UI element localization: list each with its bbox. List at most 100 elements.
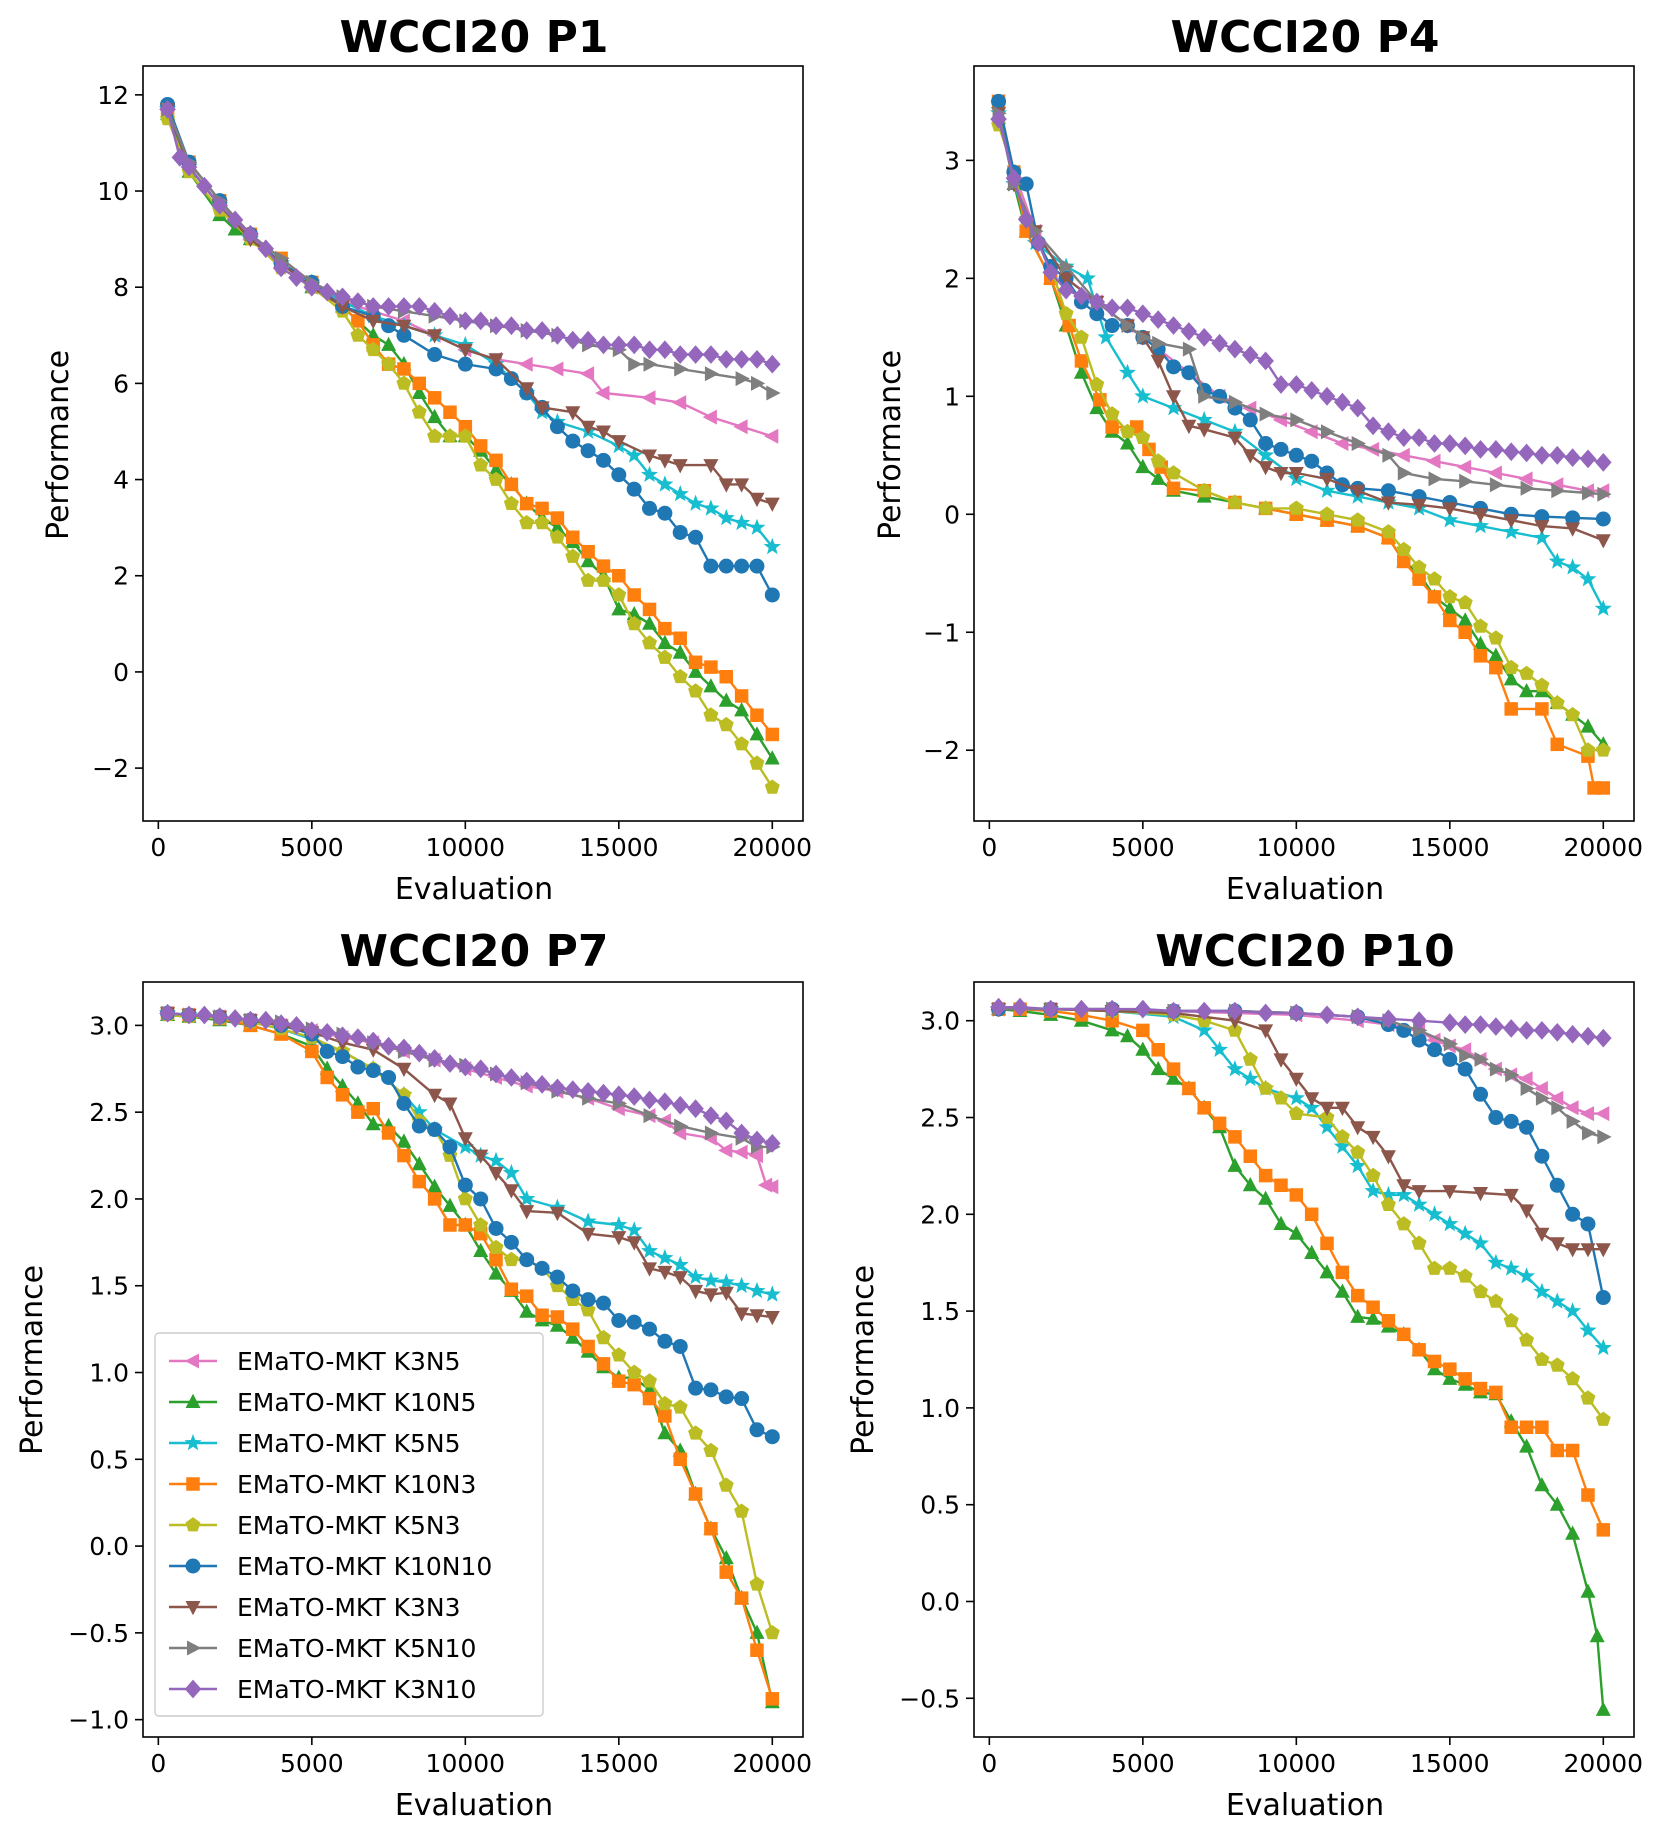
y-tick-label: 3.0 <box>89 1011 129 1040</box>
data-point-k3n10 <box>595 1083 612 1103</box>
data-point-k5n3 <box>1457 594 1473 610</box>
data-point-k5n5 <box>1165 399 1183 416</box>
data-point-k3n10 <box>1211 333 1228 353</box>
data-point-k10n3 <box>1473 1381 1488 1396</box>
data-point-k3n10 <box>1487 1017 1505 1036</box>
data-point-k5n3 <box>1227 494 1243 509</box>
data-point-k3n10 <box>441 1054 459 1073</box>
data-point-k10n5 <box>1258 1190 1274 1205</box>
data-point-k3n10 <box>487 1064 505 1084</box>
data-point-k3n10 <box>1257 1003 1274 1023</box>
data-point-k10n10 <box>565 1283 581 1299</box>
data-point-k10n3 <box>1581 1488 1595 1502</box>
data-point-k3n10 <box>1564 1024 1581 1044</box>
y-axis-label: Performance <box>873 350 908 540</box>
data-point-k5n3 <box>1411 1235 1427 1250</box>
data-point-k10n5 <box>488 461 504 476</box>
legend-marker-k3n10 <box>184 1679 202 1699</box>
data-point-k5n3 <box>1380 524 1396 539</box>
data-point-k5n5 <box>733 1276 751 1293</box>
data-point-k10n5 <box>519 1303 535 1318</box>
data-point-k10n3 <box>535 1308 549 1322</box>
data-point-k3n3 <box>734 478 750 493</box>
data-point-k5n5 <box>1579 1321 1597 1338</box>
data-point-k5n5 <box>717 1273 735 1290</box>
data-point-k3n10 <box>1441 434 1459 453</box>
x-tick-label: 15000 <box>1410 833 1490 862</box>
data-point-k5n3 <box>1058 305 1074 321</box>
data-point-k3n10 <box>564 1080 581 1099</box>
data-point-k3n10 <box>1487 440 1505 459</box>
data-point-k5n10 <box>1351 436 1366 451</box>
data-point-k3n10 <box>288 1016 305 1035</box>
y-tick-label: 1.5 <box>920 1297 960 1326</box>
data-point-k5n3 <box>596 572 611 587</box>
data-point-k3n10 <box>1579 1026 1597 1046</box>
data-point-k10n10 <box>1580 1216 1596 1232</box>
legend-item: EMaTO-MKT K10N10 <box>169 1552 492 1581</box>
data-point-k3n3 <box>1288 1072 1304 1087</box>
data-point-k3n10 <box>1579 449 1597 469</box>
data-point-k3n10 <box>1103 298 1121 318</box>
data-point-k10n5 <box>734 702 750 717</box>
data-point-k5n3 <box>1227 1022 1243 1037</box>
data-point-k3n3 <box>1273 1053 1289 1068</box>
data-point-k10n5 <box>488 1265 504 1280</box>
data-point-k3n10 <box>748 350 766 369</box>
data-point-k5n5 <box>656 475 674 492</box>
legend-item: EMaTO-MKT K10N5 <box>169 1388 476 1417</box>
data-point-k3n10 <box>687 1099 704 1119</box>
data-point-k5n3 <box>1534 1351 1550 1366</box>
data-point-k3n3 <box>1580 1243 1596 1258</box>
data-point-k5n5 <box>1333 1137 1351 1154</box>
data-point-k10n3 <box>642 602 657 617</box>
legend-label: EMaTO-MKT K10N3 <box>237 1470 476 1499</box>
data-point-k5n10 <box>674 361 689 377</box>
data-point-k10n10 <box>1288 447 1304 463</box>
data-point-k3n10 <box>1196 328 1213 347</box>
data-point-k5n5 <box>1425 1205 1443 1222</box>
data-point-k3n3 <box>1258 1024 1274 1039</box>
y-tick-label: 2.0 <box>89 1185 129 1214</box>
data-point-k10n10 <box>1304 453 1320 469</box>
data-point-k5n5 <box>1410 1195 1428 1212</box>
data-point-k10n5 <box>1365 1310 1381 1325</box>
data-point-k3n3 <box>534 401 550 416</box>
data-point-k3n3 <box>688 1284 704 1300</box>
data-point-k3n10 <box>1288 1003 1305 1023</box>
data-point-k3n3 <box>657 1265 673 1281</box>
x-axis-label: Evaluation <box>395 872 553 907</box>
data-point-k10n3 <box>473 439 488 453</box>
x-tick-label: 20000 <box>1564 833 1644 862</box>
plot-area <box>159 96 781 794</box>
legend-label: EMaTO-MKT K3N3 <box>237 1593 461 1622</box>
data-point-k10n3 <box>1489 1385 1503 1400</box>
data-point-k10n10 <box>1242 412 1258 428</box>
x-axis-label: Evaluation <box>395 1788 553 1823</box>
data-point-k3n10 <box>1303 381 1320 400</box>
legend-item: EMaTO-MKT K10N3 <box>169 1470 476 1499</box>
data-point-k10n10 <box>1181 365 1197 381</box>
data-point-k10n10 <box>1457 1061 1473 1077</box>
data-point-k10n3 <box>581 1339 595 1354</box>
x-tick-label: 0 <box>981 833 997 862</box>
data-point-k5n3 <box>1473 618 1488 633</box>
data-point-k5n10 <box>1428 471 1443 487</box>
data-point-k5n10 <box>1474 1051 1489 1067</box>
data-point-k5n3 <box>764 1625 780 1640</box>
data-point-k10n5 <box>1488 647 1504 662</box>
data-point-k10n5 <box>642 615 657 630</box>
data-point-k5n3 <box>534 515 550 530</box>
legend-marker-k10n3 <box>186 1477 200 1491</box>
data-point-k10n5 <box>1334 1283 1350 1298</box>
data-point-k3n5 <box>672 395 687 411</box>
data-point-k3n3 <box>1411 1185 1427 1200</box>
plot-area <box>990 93 1612 795</box>
data-point-k5n5 <box>702 499 720 516</box>
data-point-k10n5 <box>657 1425 673 1440</box>
data-point-k5n3 <box>1350 1144 1366 1159</box>
data-point-k5n10 <box>704 1125 720 1141</box>
data-point-k10n3 <box>1274 1178 1288 1193</box>
data-point-k10n5 <box>427 1178 443 1193</box>
data-point-k3n10 <box>564 330 581 350</box>
